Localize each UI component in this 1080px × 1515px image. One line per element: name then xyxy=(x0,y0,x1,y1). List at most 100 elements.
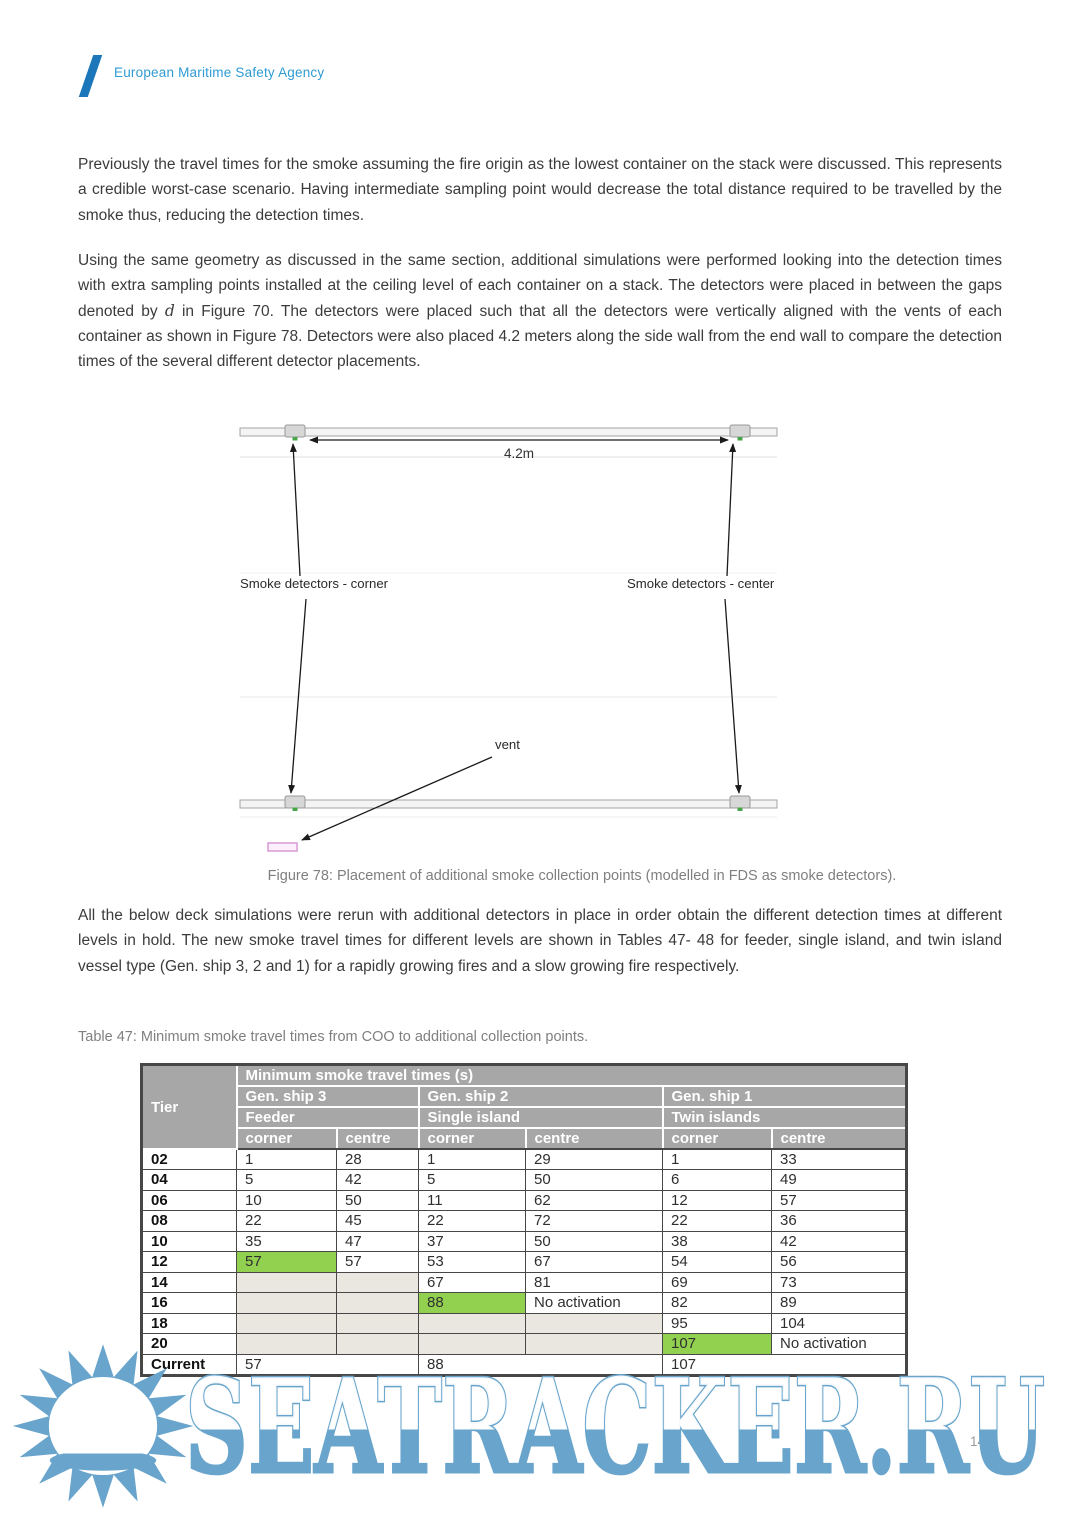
paragraph-2: Using the same geometry as discussed in … xyxy=(78,248,1002,374)
data-cell: 5 xyxy=(236,1169,337,1191)
header-agency-name: European Maritime Safety Agency xyxy=(114,65,325,80)
label-vent: vent xyxy=(495,737,520,752)
data-cell: 49 xyxy=(770,1169,908,1191)
data-cell: 88 xyxy=(418,1292,526,1314)
arrow-center-up xyxy=(726,443,737,577)
col-header-corner: corner xyxy=(235,1127,338,1150)
arrow-corner-up xyxy=(289,443,301,577)
arrow-corner-down xyxy=(288,598,307,794)
tier-cell: 14 xyxy=(141,1271,237,1293)
table-row: 04 5 42 5 50 6 49 xyxy=(141,1169,908,1191)
data-cell: 22 xyxy=(418,1210,526,1232)
tier-cell: 04 xyxy=(141,1169,237,1191)
table-row: 08 22 45 22 72 22 36 xyxy=(141,1210,908,1232)
table-row: 12 57 57 53 67 54 56 xyxy=(141,1251,908,1273)
data-cell: 57 xyxy=(770,1189,908,1211)
smoke-detector-bottom-left xyxy=(284,795,306,811)
data-cell xyxy=(236,1292,337,1314)
data-cell: 10 xyxy=(236,1189,337,1211)
table-row: 10 35 47 37 50 38 42 xyxy=(141,1230,908,1252)
col-header-centre: centre xyxy=(335,1127,420,1150)
data-cell: 57 xyxy=(336,1251,419,1273)
table-row: 02 1 28 1 29 1 33 xyxy=(141,1148,908,1170)
data-cell: 73 xyxy=(770,1271,908,1293)
data-cell: 47 xyxy=(336,1230,419,1252)
data-cell: 104 xyxy=(770,1312,908,1334)
label-smoke-detectors-center: Smoke detectors - center xyxy=(627,576,775,591)
data-cell: 5 xyxy=(418,1169,526,1191)
smoke-detector-bottom-right xyxy=(729,795,751,811)
data-cell: 89 xyxy=(770,1292,908,1314)
data-cell: 67 xyxy=(525,1251,663,1273)
watermark-text: SEATRACKER.RU xyxy=(185,1360,1045,1503)
data-cell: 45 xyxy=(336,1210,419,1232)
data-cell: 33 xyxy=(770,1148,908,1170)
tier-cell: 18 xyxy=(141,1312,237,1334)
table-row: 06 10 50 11 62 12 57 xyxy=(141,1189,908,1211)
data-cell: 54 xyxy=(662,1251,772,1273)
data-cell: 88 xyxy=(418,1353,663,1376)
data-cell: 38 xyxy=(662,1230,772,1252)
table-header: Tier Minimum smoke travel times (s) Gen.… xyxy=(140,1063,908,1150)
data-cell: 6 xyxy=(662,1169,772,1191)
top-rail xyxy=(239,427,778,437)
vent-rect xyxy=(267,842,298,852)
col-header-feeder: Feeder xyxy=(235,1106,420,1129)
data-cell xyxy=(525,1312,663,1334)
col-header-centre: centre xyxy=(524,1127,664,1150)
col-header-corner: corner xyxy=(661,1127,773,1150)
data-cell xyxy=(236,1271,337,1293)
data-cell: 12 xyxy=(662,1189,772,1211)
table-row: 18 95 104 xyxy=(141,1312,908,1334)
dimension-label: 4.2m xyxy=(503,446,534,461)
arrow-vent xyxy=(301,756,493,841)
tier-cell: 10 xyxy=(141,1230,237,1252)
table-body: 02 1 28 1 29 1 33 04 5 42 5 50 6 49 06 10 50 11 62 12 57 08 22… xyxy=(141,1148,908,1376)
data-cell: 22 xyxy=(236,1210,337,1232)
arrow-center-down xyxy=(724,598,742,794)
data-cell: No activation xyxy=(770,1333,908,1355)
data-cell: 28 xyxy=(336,1148,419,1170)
col-header-tier: Tier xyxy=(140,1063,238,1150)
data-cell: 57 xyxy=(236,1251,337,1273)
col-header-ship1: Gen. ship 1 xyxy=(661,1085,908,1108)
col-header-ship2: Gen. ship 2 xyxy=(417,1085,664,1108)
paragraph-2-after: in Figure 70. The detectors were placed … xyxy=(78,302,1002,371)
data-cell: 50 xyxy=(525,1169,663,1191)
data-cell: 82 xyxy=(662,1292,772,1314)
data-cell: 50 xyxy=(336,1189,419,1211)
paragraph-1: Previously the travel times for the smok… xyxy=(78,156,1002,224)
paragraph-3: All the below deck simulations were reru… xyxy=(78,907,1002,975)
data-cell: 107 xyxy=(661,1353,908,1376)
table-title: Minimum smoke travel times (s) xyxy=(235,1063,908,1087)
table-row: 20 107 No activation xyxy=(141,1333,908,1355)
math-symbol-d: d xyxy=(164,301,175,320)
data-cell xyxy=(418,1333,526,1355)
data-cell: 57 xyxy=(236,1353,419,1376)
data-cell: 35 xyxy=(236,1230,337,1252)
col-header-corner: corner xyxy=(417,1127,527,1150)
data-cell xyxy=(336,1333,419,1355)
col-header-twin-islands: Twin islands xyxy=(661,1106,908,1129)
data-cell xyxy=(236,1312,337,1334)
data-cell: 50 xyxy=(525,1230,663,1252)
tier-cell: 08 xyxy=(141,1210,237,1232)
figure-78-drawing xyxy=(239,424,778,852)
table-row: 14 67 81 69 73 xyxy=(141,1271,908,1293)
data-cell xyxy=(525,1333,663,1355)
figure-caption: Figure 78: Placement of additional smoke… xyxy=(267,868,897,884)
smoke-detector-top-right xyxy=(729,424,751,441)
seatracker-sun-logo-icon xyxy=(12,1344,194,1508)
tier-cell: 02 xyxy=(141,1148,237,1170)
data-cell: 36 xyxy=(770,1210,908,1232)
data-cell: 11 xyxy=(418,1189,526,1211)
data-cell: 107 xyxy=(662,1333,772,1355)
seatracker-watermark: SEATRACKER.RU xyxy=(184,1360,1047,1505)
data-cell xyxy=(336,1312,419,1334)
data-cell: 81 xyxy=(525,1271,663,1293)
sun-dome xyxy=(59,1410,147,1454)
data-cell: 67 xyxy=(418,1271,526,1293)
data-cell xyxy=(336,1271,419,1293)
page-number: 147 xyxy=(970,1434,993,1449)
